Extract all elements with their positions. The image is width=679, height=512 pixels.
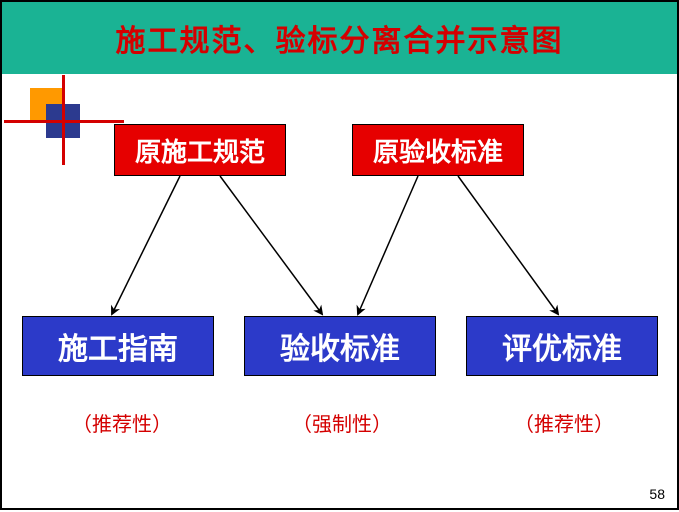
node-accept: 验收标准 xyxy=(244,316,436,376)
node-src-accept: 原验收标准 xyxy=(352,124,524,176)
node-label: 验收标准 xyxy=(280,324,400,368)
title-text: 施工规范、验标分离合并示意图 xyxy=(116,16,564,60)
node-guide: 施工指南 xyxy=(22,316,214,376)
node-label: 评优标准 xyxy=(502,324,622,368)
decoration-red-vertical-line xyxy=(62,75,65,165)
node-label: 施工指南 xyxy=(58,324,178,368)
edge-src-accept-to-excellent xyxy=(458,176,558,314)
edge-src-accept-to-accept xyxy=(358,176,418,314)
edge-src-spec-to-accept xyxy=(220,176,322,314)
node-label: 原验收标准 xyxy=(373,132,503,169)
node-label: 原施工规范 xyxy=(135,132,265,169)
title-bar: 施工规范、验标分离合并示意图 xyxy=(2,2,677,74)
node-excellent: 评优标准 xyxy=(466,316,658,376)
sub-label-excellent: （推荐性） xyxy=(514,408,614,437)
node-src-spec: 原施工规范 xyxy=(114,124,286,176)
page-number: 58 xyxy=(649,486,665,502)
sub-label-guide: （推荐性） xyxy=(72,408,172,437)
edge-src-spec-to-guide xyxy=(112,176,180,314)
sub-label-accept: （强制性） xyxy=(292,408,392,437)
